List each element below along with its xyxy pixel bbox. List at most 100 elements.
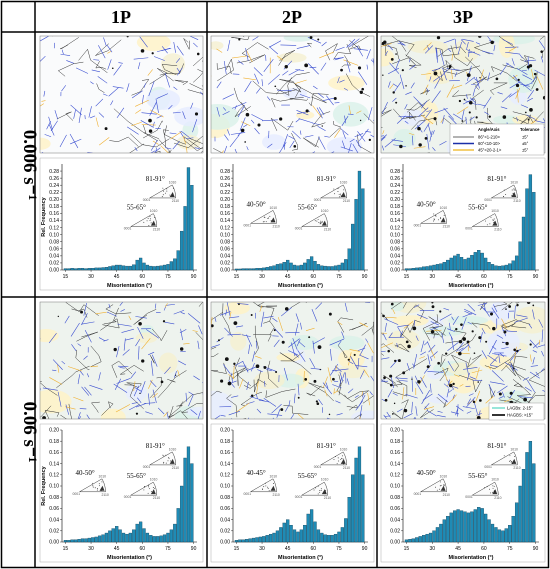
pole-label: 1010 [150,478,158,482]
pole-label: 1010 [169,180,177,184]
bar [487,519,491,543]
bar [415,267,419,271]
range-annotation: 81-91° [487,175,506,183]
x-tick-label: 45 [285,546,291,552]
bar [262,267,266,271]
bar [272,532,276,543]
y-tick-label: 0.12 [390,473,400,479]
bar [422,535,426,543]
legend-label-45: 45°<20-2-1> [478,148,502,153]
y-tick-label: 0.16 [220,211,230,217]
pole-label: 2110 [343,199,350,203]
bar [404,268,409,271]
y-tick-label: 0.08 [220,495,230,501]
bar [518,485,522,543]
bar [97,267,102,271]
pole-label: 1010 [321,478,329,482]
pole-label: 0001 [484,198,492,202]
y-tick-label: 0.04 [49,254,59,260]
x-tick-label: 30 [429,546,435,552]
pole-label: 2110 [513,466,520,470]
y-tick-label: 0.14 [220,461,230,467]
bar [306,259,310,271]
inverse-pole-figure-sector: 1010 0001 2110 [244,206,280,229]
bar [470,511,474,543]
x-axis-label: Misorientation (°) [449,555,494,561]
bar [238,268,242,271]
y-tick-label: 0.14 [49,218,59,224]
bar [453,510,457,543]
y-tick-label: 0.24 [220,183,230,189]
bar [94,536,98,543]
gb-legend: LAGBs: 2-15° HAGBS: >15° [488,402,545,421]
pole-label: 1010 [321,209,329,213]
bar [344,518,348,543]
bar [268,533,273,543]
bar [265,535,269,543]
bar [255,537,259,543]
x-tick-label: 60 [481,274,487,280]
bar [357,170,362,271]
bar [404,539,409,543]
microstructure-map-0006-2p [210,35,375,154]
bar [248,268,252,271]
inverse-pole-figure-sector: 1010 0001 2110 [295,209,331,232]
y-tick-label: 0.28 [220,169,230,175]
bar [309,509,314,543]
x-axis-label: Misorientation (°) [278,555,323,561]
bar [183,206,187,271]
y-tick-label: 0.16 [220,450,230,456]
bar [504,528,508,543]
x-tick-label: 30 [88,546,94,552]
y-tick-label: 0.16 [49,211,59,217]
bar [490,264,495,271]
y-tick-label: 0.06 [220,506,230,512]
bar [521,469,526,543]
bar [125,533,129,543]
bar [87,268,91,271]
x-tick-label: 75 [165,546,171,552]
bar [121,532,126,543]
bar [327,535,331,543]
bar [408,539,412,543]
column-header-1p: 1P [111,7,131,27]
y-tick-label: 0.26 [220,176,230,182]
y-tick-label: 0.04 [220,517,230,523]
bar [514,502,519,543]
x-tick-label: 30 [429,274,435,280]
bar [245,539,249,543]
y-tick-label: 0.20 [49,197,59,203]
legend-header-angle: Angle/Axis [478,127,500,132]
y-tick-label: 0.04 [49,517,59,523]
bar [428,532,433,543]
bar [166,264,170,271]
y-tick-label: 0.10 [220,232,230,238]
y-tick-label: 0.02 [390,261,400,267]
x-axis-label: Misorientation (°) [107,555,152,561]
bar [477,250,481,271]
pole-label: 2110 [324,228,331,232]
bar [138,257,143,271]
pole-label: 0001 [414,492,422,496]
y-tick-label: 0.08 [220,239,230,245]
legend-label-86: 86°<1-210> [478,135,500,140]
bar [442,262,446,271]
bar [337,531,341,543]
bar [162,264,167,271]
bar [118,529,122,543]
y-tick-label: 0.06 [49,247,59,253]
y-tick-label: 0.18 [220,204,230,210]
bar [104,266,109,271]
pole-label: 0001 [295,227,303,231]
bar [320,265,324,271]
bar [128,532,132,543]
bar [286,519,290,543]
x-tick-label: 45 [114,546,120,552]
bar [316,529,321,543]
bar [303,525,307,543]
bar [289,525,293,543]
bar [142,528,146,543]
pole-label: 2110 [343,466,350,470]
bar [289,262,293,271]
